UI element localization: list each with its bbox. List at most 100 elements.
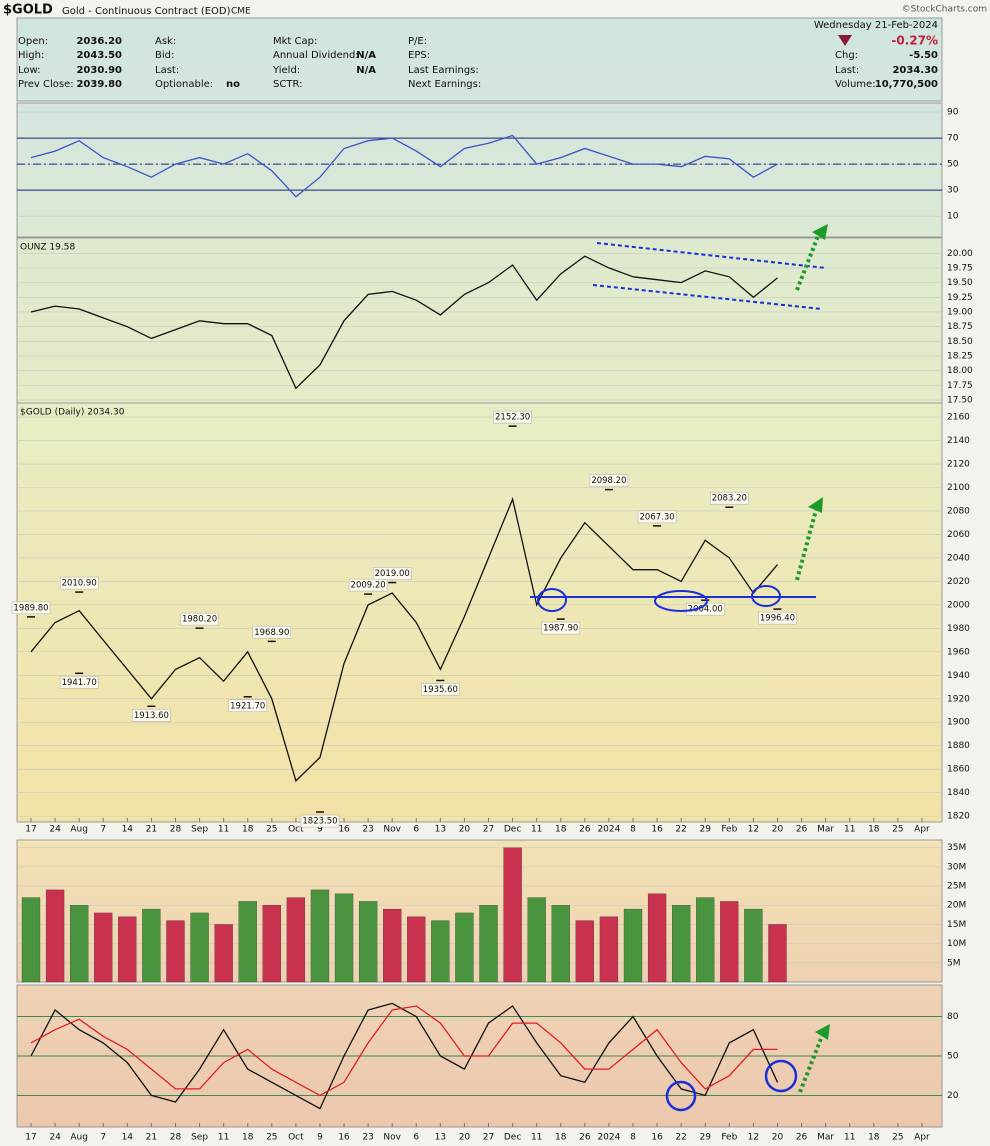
x-tick-label: 18 [242,1133,254,1143]
symbol: $GOLD [3,3,53,18]
volume-bar [551,905,570,983]
quote-label: P/E: [408,36,427,47]
security-name: Gold - Continuous Contract (EOD) [62,6,231,17]
quote-label: Bid: [155,50,174,61]
x-tick-label: 9 [317,825,323,835]
x-tick-label: 7 [100,825,106,835]
x-tick-label: 17 [25,825,36,835]
y-tick-label: 19.00 [947,307,973,317]
y-tick-label: 15M [947,920,966,930]
y-tick-label: 2000 [947,600,970,610]
y-tick-label: 19.25 [947,293,973,303]
x-tick-label: 27 [483,1133,494,1143]
annotation-box [59,576,99,590]
volume-bar [118,916,137,983]
panel-title: OUNZ 19.58 [20,243,75,253]
y-tick-label: 19.50 [947,278,973,288]
annotation-label: 1996.40 [760,614,795,624]
y-tick-label: 10M [947,939,966,949]
volume-bar [599,916,619,983]
y-tick-label: 2040 [947,553,970,563]
y-tick-label: 80 [947,1012,959,1022]
x-tick-label: Dec [504,825,521,835]
x-tick-label: Nov [383,1133,401,1143]
volume-bar [286,897,306,983]
series-line [30,255,778,390]
annotation-box [132,709,171,722]
x-tick-label: 14 [122,1133,134,1143]
series-line [30,1002,779,1110]
x-tick-label: 20 [459,1133,471,1143]
x-tick-label: 11 [844,825,855,835]
x-tick-label: Mar [817,1133,834,1143]
annotation-label: 2004.00 [688,605,723,615]
x-tick-label: Oct [288,1133,304,1143]
change-percent: -0.27% [891,34,938,48]
x-tick-label: 11 [844,1133,855,1143]
volume-bar [166,920,185,983]
quote-label: Low: [18,65,41,76]
quote-label: Annual Dividend: [273,50,359,61]
x-tick-label: 20 [772,825,784,835]
y-tick-label: 30M [947,862,966,872]
annotation-box [637,510,677,524]
series-line [30,1005,778,1097]
down-arrow-icon [838,35,852,46]
trend-line [592,284,823,310]
panel-title: $GOLD (Daily) 2034.30 [20,408,125,418]
x-tick-label: 28 [170,825,182,835]
x-tick-label: 16 [338,825,350,835]
annotation-label: 1987.90 [543,624,578,634]
x-tick-label: Apr [914,825,930,835]
quote-label: High: [18,50,44,61]
y-tick-label: 50 [947,1052,959,1062]
y-tick-label: 1820 [947,812,970,822]
x-tick-label: 11 [218,825,229,835]
annotation-box [710,491,749,505]
x-tick-label: 25 [892,825,903,835]
quote-label: Optionable: [155,79,213,90]
x-tick-label: 16 [651,825,663,835]
quote-date: Wednesday 21-Feb-2024 [814,20,938,31]
y-tick-label: 2140 [947,436,970,446]
annotation-box [372,567,412,580]
x-tick-label: Sep [191,1133,208,1143]
quote-value: 10,770,500 [875,79,938,90]
volume-bar [575,920,594,983]
annotation-label: 1935.60 [423,685,458,695]
circle-marker [654,590,708,612]
volume-bar [70,905,89,983]
circle-marker [764,1059,798,1093]
quote-value: N/A [356,50,376,61]
quote-value: 2036.20 [76,36,122,47]
x-tick-label: 21 [146,1133,157,1143]
y-tick-label: 1840 [947,788,970,798]
x-tick-label: 13 [435,1133,446,1143]
volume-bar [383,908,402,983]
arrow-shaft [795,509,818,581]
x-tick-label: 21 [146,825,157,835]
x-tick-label: 2024 [597,825,620,835]
x-tick-label: Mar [817,825,834,835]
x-tick-label: 26 [796,1133,808,1143]
x-tick-label: 17 [25,1133,36,1143]
y-tick-label: 1920 [947,694,970,704]
annotation-box [758,611,797,625]
volume-bar [238,901,257,983]
x-tick-label: 24 [49,825,61,835]
x-tick-label: 20 [459,825,471,835]
arrows [795,224,830,1093]
header-panel [16,17,943,102]
x-tick-label: 29 [700,1133,712,1143]
volume-bar [672,905,691,983]
x-tick-label: 8 [630,825,636,835]
y-tick-label: 2080 [947,506,970,516]
x-tick-label: 26 [579,1133,591,1143]
quote-label: Last: [835,65,859,76]
annotation-label: 2083.20 [712,494,747,504]
volume-bar [94,912,113,983]
annotation-box [348,578,388,592]
y-tick-label: 1940 [947,671,970,681]
y-tick-label: 20 [947,1091,959,1101]
